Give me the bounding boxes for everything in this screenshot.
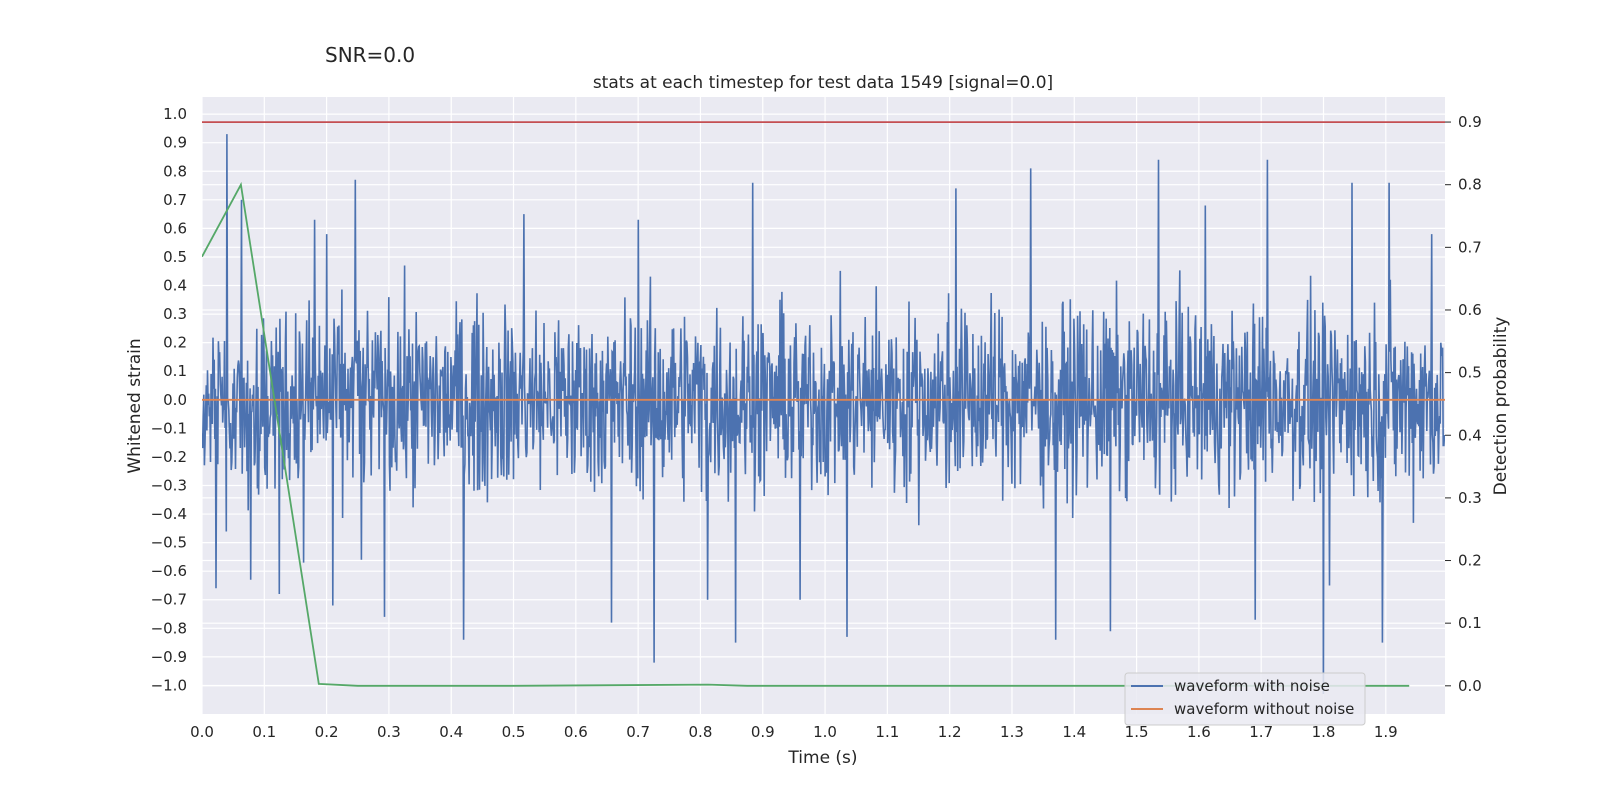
y2-tick-label: 0.2	[1458, 552, 1482, 570]
x-tick-label: 0.2	[315, 723, 339, 741]
y-tick-label: 0.3	[163, 305, 187, 323]
y2-tick-label: 0.1	[1458, 614, 1482, 632]
y-tick-label: 0.5	[163, 248, 187, 266]
plot-title: stats at each timestep for test data 154…	[593, 73, 1053, 93]
y-tick-label: −0.4	[151, 505, 187, 523]
y2-tick-label: 0.4	[1458, 426, 1482, 444]
x-tick-label: 0.7	[626, 723, 650, 741]
snr-title: SNR=0.0	[325, 43, 415, 67]
x-tick-label: 0.3	[377, 723, 401, 741]
y2-axis-label: Detection probability	[1491, 317, 1511, 496]
y-tick-label: 0.2	[163, 334, 187, 352]
y-tick-label: 0.8	[163, 162, 187, 180]
y-tick-label: −0.2	[151, 448, 187, 466]
x-tick-label: 1.4	[1062, 723, 1086, 741]
x-axis: 0.0 0.1 0.2 0.3 0.4 0.5 0.6 0.7 0.8 0.9 1.0 1.1 1.2 1…	[190, 723, 1398, 741]
y-tick-label: 0.1	[163, 362, 187, 380]
x-tick-label: 1.3	[1000, 723, 1024, 741]
y2-tick-label: 0.5	[1458, 364, 1482, 382]
gridlines	[201, 97, 1445, 714]
x-tick-label: 0.1	[252, 723, 276, 741]
x-axis-label: Time (s)	[787, 748, 857, 768]
x-tick-label: 0.4	[439, 723, 463, 741]
y-tick-label: 1.0	[163, 105, 187, 123]
legend: waveform with noise waveform without noi…	[1124, 672, 1366, 726]
series-line-waveform-with-noise	[202, 134, 1445, 695]
x-tick-label: 0.8	[689, 723, 713, 741]
legend-box	[1124, 672, 1366, 726]
y2-tick-label: 0.3	[1458, 489, 1482, 507]
y-tick-label: −1.0	[151, 676, 187, 694]
y2-tick-label: 0.6	[1458, 301, 1482, 319]
x-tick-label: 0.6	[564, 723, 588, 741]
y-tick-label: −0.6	[151, 562, 187, 580]
series-line-detection-probability	[202, 181, 1410, 687]
legend-label-clean: waveform without noise	[1174, 700, 1354, 718]
y-tick-label: −0.7	[151, 591, 187, 609]
y-tick-label: 0.0	[163, 391, 187, 409]
x-tick-label: 1.1	[875, 723, 899, 741]
x-tick-label: 1.7	[1249, 723, 1273, 741]
y-tick-label: 0.4	[163, 277, 187, 295]
y-axis-left: −1.0 −0.9 −0.8 −0.7 −0.6 −0.5 −0.4 −0.3 −0.2 −0.1…	[151, 105, 187, 694]
y-tick-label: −0.1	[151, 419, 187, 437]
y-tick-label: 0.7	[163, 191, 187, 209]
y-tick-label: 0.9	[163, 134, 187, 152]
x-tick-label: 1.6	[1187, 723, 1211, 741]
legend-label-noise: waveform with noise	[1174, 677, 1330, 695]
y-tick-label: −0.5	[151, 534, 187, 552]
x-tick-label: 1.8	[1312, 723, 1336, 741]
x-tick-label: 1.0	[813, 723, 837, 741]
x-tick-label: 1.2	[938, 723, 962, 741]
y2-tick-label: 0.9	[1458, 113, 1482, 131]
x-tick-label: 1.9	[1374, 723, 1398, 741]
y2-tick-label: 0.8	[1458, 176, 1482, 194]
x-tick-label: 0.9	[751, 723, 775, 741]
y2-tick-label: 0.7	[1458, 238, 1482, 256]
x-tick-label: 1.5	[1125, 723, 1149, 741]
y-tick-label: −0.9	[151, 648, 187, 666]
y-tick-label: 0.6	[163, 219, 187, 237]
y-tick-label: −0.3	[151, 476, 187, 494]
y2-tick-label: 0.0	[1458, 677, 1482, 695]
y-tick-label: −0.8	[151, 619, 187, 637]
series-layer	[202, 121, 1445, 695]
y-axis-right: 0.0 0.1 0.2 0.3 0.4 0.5 0.6 0.7 0.8 0.9	[1445, 113, 1482, 695]
y-axis-label: Whitened strain	[125, 338, 145, 473]
x-tick-label: 0.5	[502, 723, 526, 741]
x-tick-label: 0.0	[190, 723, 214, 741]
